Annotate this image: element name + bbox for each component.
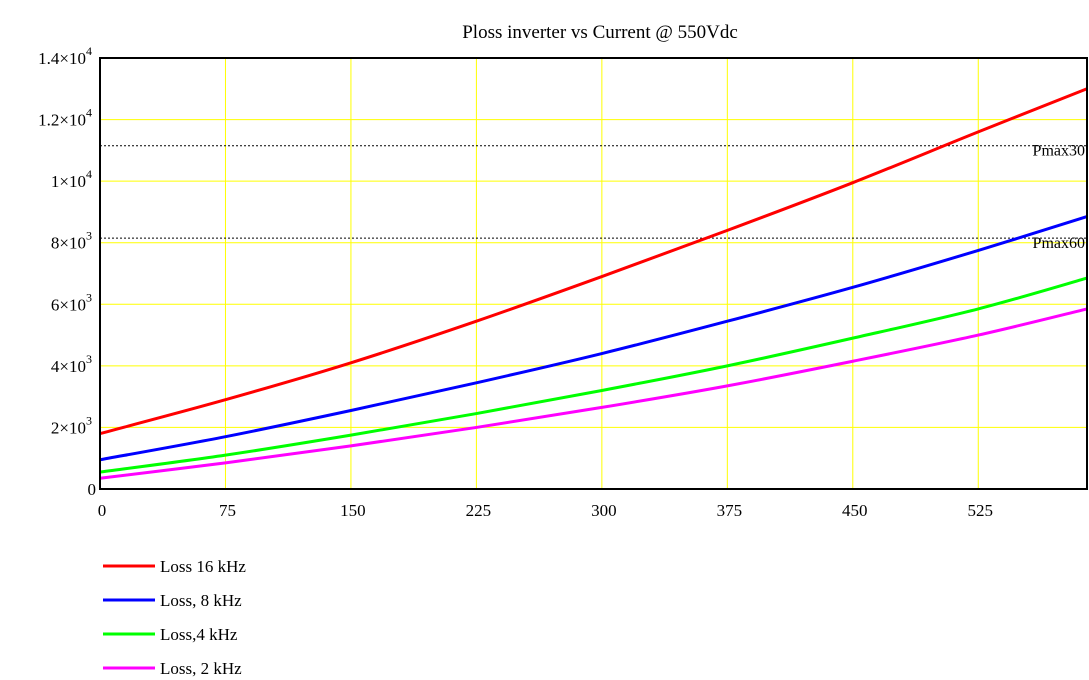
y-tick-label: 1.2×104 <box>38 106 92 130</box>
grid-lines <box>100 57 1087 489</box>
reference-label-pmax60: Pmax60 <box>1033 235 1085 252</box>
x-tick-label: 150 <box>340 501 366 520</box>
reference-label-pmax30: Pmax30 <box>1033 143 1085 160</box>
series-line-3 <box>99 307 1088 480</box>
y-tick-label: 6×103 <box>51 290 92 314</box>
plot-frame <box>99 57 1088 490</box>
y-tick-label: 4×103 <box>51 352 92 376</box>
reference-lines: Pmax30 Pmax60 <box>100 143 1087 252</box>
legend: Loss 16 kHz Loss, 8 kHz Loss,4 kHz Loss, 2 … <box>103 557 246 678</box>
x-axis-ticks: 0 75 150 225 300 375 450 525 <box>98 501 993 520</box>
series-line-0 <box>99 87 1088 436</box>
chart-title: Ploss inverter vs Current @ 550Vdc <box>462 22 738 43</box>
y-tick-label: 1.4×104 <box>38 44 92 68</box>
x-tick-label: 0 <box>98 501 107 520</box>
x-tick-label: 525 <box>968 501 994 520</box>
series-line-2 <box>99 276 1088 474</box>
series-line-1 <box>99 215 1088 462</box>
legend-label-2: Loss,4 kHz <box>160 625 238 644</box>
x-tick-label: 450 <box>842 501 868 520</box>
legend-label-0: Loss 16 kHz <box>160 557 246 576</box>
x-tick-label: 75 <box>219 501 236 520</box>
x-tick-label: 375 <box>717 501 743 520</box>
series-lines <box>99 87 1088 480</box>
y-tick-label: 0 <box>88 480 97 499</box>
legend-label-3: Loss, 2 kHz <box>160 659 242 678</box>
x-tick-label: 225 <box>466 501 492 520</box>
x-tick-label: 300 <box>591 501 617 520</box>
y-axis-ticks: 0 2×103 4×103 6×103 8×103 1×104 1.2×104 1.4×104 <box>38 44 96 499</box>
y-tick-label: 2×103 <box>51 413 92 437</box>
y-tick-label: 8×103 <box>51 229 92 253</box>
y-tick-label: 1×104 <box>51 167 92 191</box>
legend-label-1: Loss, 8 kHz <box>160 591 242 610</box>
